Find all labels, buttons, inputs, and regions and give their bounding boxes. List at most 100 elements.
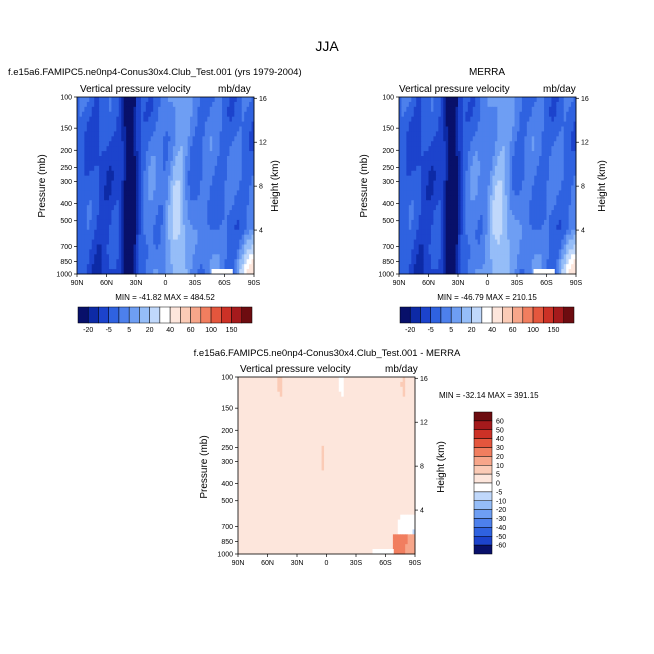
field-cell xyxy=(86,146,90,152)
field-cell xyxy=(121,210,125,216)
field-cell xyxy=(251,200,255,206)
field-cell xyxy=(153,249,157,255)
field-cell xyxy=(111,126,115,132)
field-cell xyxy=(104,229,107,236)
field-cell xyxy=(84,249,88,255)
field-cell xyxy=(204,229,208,236)
field-cell xyxy=(458,141,461,147)
field-cell xyxy=(492,160,496,167)
field-cell xyxy=(561,200,565,206)
field-cell xyxy=(96,121,100,127)
field-cell xyxy=(111,234,115,240)
field-cell xyxy=(106,219,110,226)
field-cell xyxy=(433,126,437,132)
field-cell xyxy=(246,160,250,167)
field-cell xyxy=(450,121,454,127)
field-cell xyxy=(79,141,83,147)
field-cell xyxy=(406,136,410,142)
field-cell xyxy=(529,156,533,162)
field-cell xyxy=(204,156,208,162)
field-cell xyxy=(435,224,439,231)
field-cell xyxy=(143,116,147,122)
field-cell xyxy=(485,111,488,118)
field-cell xyxy=(121,175,125,181)
field-cell xyxy=(423,195,427,201)
field-cell xyxy=(229,160,233,167)
field-cell xyxy=(492,239,496,245)
field-cell xyxy=(509,165,513,172)
field-cell xyxy=(406,131,410,137)
field-cell xyxy=(180,160,184,167)
field-cell xyxy=(202,141,206,147)
field-cell xyxy=(455,160,459,167)
field-cell xyxy=(165,141,169,147)
field-cell xyxy=(421,195,424,201)
field-cell xyxy=(236,126,240,132)
field-cell xyxy=(526,136,530,142)
field-cell xyxy=(111,146,115,152)
field-cell xyxy=(453,160,456,167)
field-cell xyxy=(108,131,112,137)
field-cell xyxy=(128,200,132,206)
field-cell xyxy=(224,224,228,231)
field-cell xyxy=(229,146,233,152)
field-cell xyxy=(421,244,424,250)
field-cell xyxy=(163,121,166,127)
field-cell xyxy=(140,156,144,162)
field-cell xyxy=(573,244,577,250)
field-cell xyxy=(475,106,479,113)
field-cell xyxy=(541,190,545,196)
field-cell xyxy=(96,229,100,236)
field-cell xyxy=(182,175,186,181)
field-cell xyxy=(207,180,211,186)
field-cell xyxy=(521,165,525,172)
field-cell xyxy=(143,165,147,172)
field-cell xyxy=(118,254,122,260)
field-cell xyxy=(86,200,90,206)
field-cell xyxy=(199,224,203,231)
field-cell xyxy=(192,121,196,127)
field-cell xyxy=(438,141,442,147)
colorbar: -20 -5 5 20 40 60 100 150 xyxy=(77,306,253,334)
field-cell xyxy=(435,195,439,201)
field-cell xyxy=(551,97,555,103)
field-cell xyxy=(413,175,417,181)
field-cell xyxy=(219,136,223,142)
field-cell xyxy=(226,200,230,206)
field-cell xyxy=(548,185,552,191)
field-cell xyxy=(217,97,220,103)
field-cell xyxy=(209,151,213,157)
field-cell xyxy=(438,219,442,226)
field-cell xyxy=(241,224,245,231)
field-cell xyxy=(539,229,542,236)
y-tick-label: 500 xyxy=(60,218,72,225)
field-cell xyxy=(445,180,449,186)
field-cell xyxy=(195,219,198,226)
field-cell xyxy=(165,264,169,270)
field-cell xyxy=(556,205,560,211)
field-cell xyxy=(517,141,520,147)
field-cell xyxy=(558,97,562,103)
field-cell xyxy=(224,175,228,181)
field-cell xyxy=(160,121,164,127)
field-cell xyxy=(428,160,432,167)
field-cell xyxy=(445,210,449,216)
field-cell xyxy=(558,131,562,137)
field-cell xyxy=(204,136,208,142)
field-cell xyxy=(411,254,415,260)
field-cell xyxy=(209,210,213,216)
field-cell xyxy=(148,101,152,108)
field-cell xyxy=(558,170,562,177)
field-cell xyxy=(84,224,88,231)
field-cell xyxy=(190,254,193,260)
field-cell xyxy=(180,165,184,172)
field-cell xyxy=(443,249,447,255)
units-label: mb/day xyxy=(218,84,251,95)
field-cell xyxy=(489,239,493,245)
field-cell xyxy=(499,170,503,177)
field-cell xyxy=(182,210,186,216)
field-cell xyxy=(212,224,216,231)
field-cell xyxy=(426,254,429,260)
field-cell xyxy=(462,249,466,255)
field-cell xyxy=(145,170,149,177)
